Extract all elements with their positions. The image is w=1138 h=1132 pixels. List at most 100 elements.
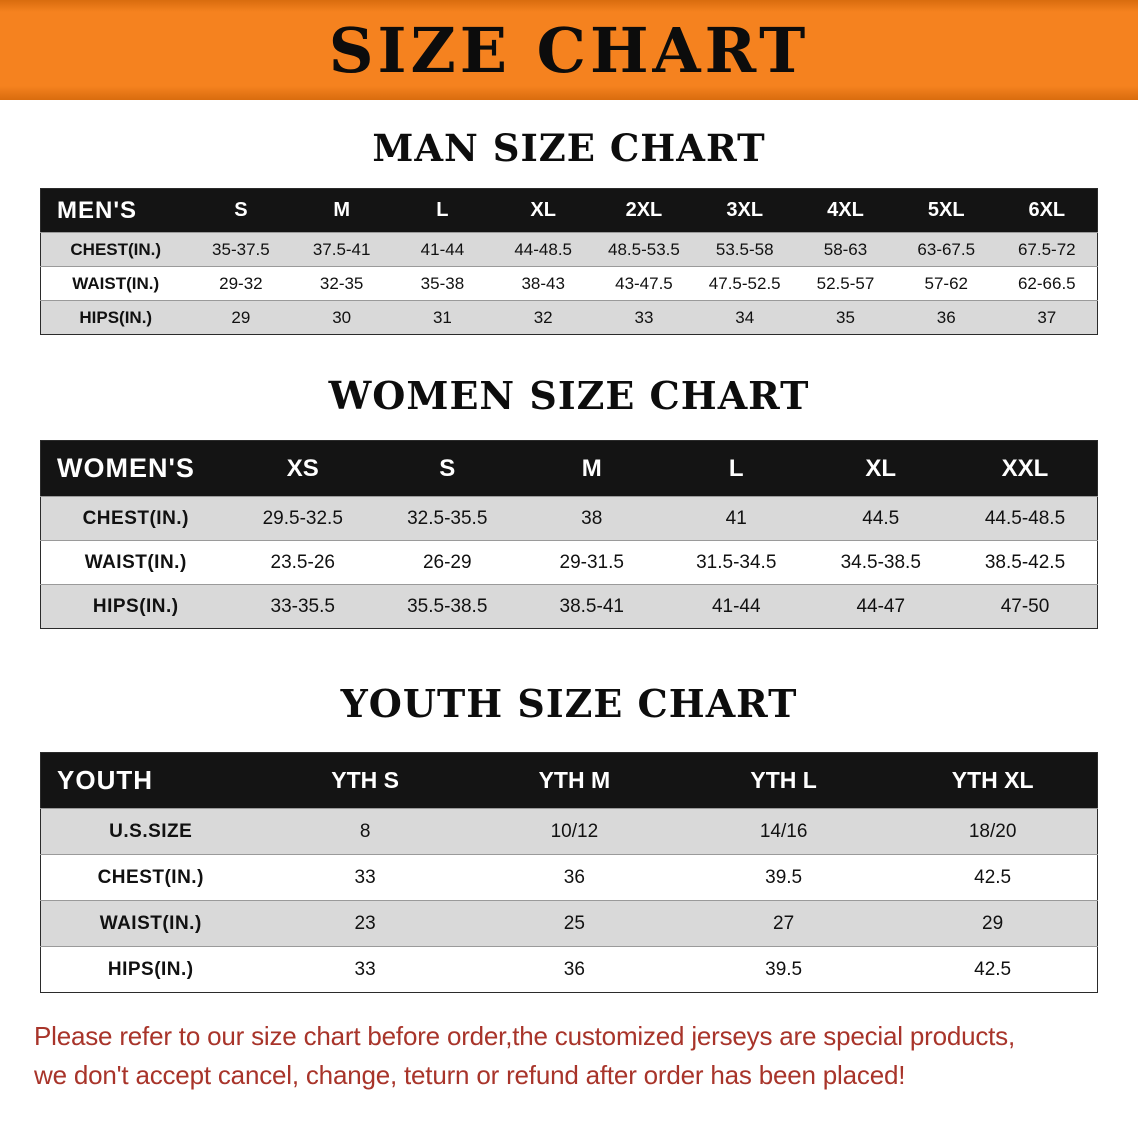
measurement-value: 29.5-32.5 — [230, 496, 375, 541]
women-size-table: WOMEN'S XS S M L XL XXL CHEST(IN.) 29.5-32.5 32.5… — [40, 440, 1098, 629]
measurement-row-label: WAIST(IN.) — [40, 266, 191, 301]
table-header-row: MEN'S S M L XL 2XL 3XL 4XL 5XL 6XL — [40, 188, 1098, 233]
measurement-value: 41 — [664, 496, 809, 541]
size-column-header: YTH L — [679, 752, 889, 809]
size-column-header: XL — [492, 188, 594, 233]
table-row: CHEST(IN.) 35-37.5 37.5-41 41-44 44-48.5 48.5… — [40, 232, 1098, 267]
measurement-row-label: CHEST(IN.) — [40, 854, 261, 901]
measurement-value: 33 — [260, 854, 470, 901]
measurement-value: 35-37.5 — [190, 232, 292, 267]
youth-size-table: YOUTH YTH S YTH M YTH L YTH XL U.S.SIZE 8 10/12… — [40, 752, 1098, 993]
measurement-value: 38-43 — [492, 266, 594, 301]
measurement-value: 35 — [795, 300, 896, 335]
size-column-header: XL — [808, 440, 953, 497]
measurement-value: 67.5-72 — [996, 232, 1098, 267]
measurement-value: 33 — [260, 946, 470, 993]
size-column-header: M — [519, 440, 664, 497]
size-column-header: XS — [230, 440, 375, 497]
measurement-value: 34.5-38.5 — [808, 540, 953, 585]
measurement-row-label: WAIST(IN.) — [40, 900, 261, 947]
measurement-row-label: HIPS(IN.) — [40, 300, 191, 335]
measurement-value: 36 — [895, 300, 997, 335]
disclaimer-line-1: Please refer to our size chart before or… — [34, 1021, 1016, 1051]
measurement-value: 18/20 — [888, 808, 1098, 855]
size-column-header: M — [291, 188, 393, 233]
measurement-value: 32 — [492, 300, 594, 335]
measurement-value: 29 — [190, 300, 292, 335]
size-column-header: 5XL — [895, 188, 997, 233]
size-column-header: 4XL — [795, 188, 896, 233]
measurement-value: 31 — [392, 300, 493, 335]
table-row: CHEST(IN.) 29.5-32.5 32.5-35.5 38 41 44.5 44.5… — [40, 496, 1098, 541]
measurement-value: 37 — [996, 300, 1098, 335]
measurement-value: 52.5-57 — [795, 266, 896, 301]
measurement-value: 27 — [679, 900, 889, 947]
measurement-value: 43-47.5 — [593, 266, 695, 301]
table-row: HIPS(IN.) 33-35.5 35.5-38.5 38.5-41 41-44 44-… — [40, 584, 1098, 629]
banner-title: SIZE CHART — [328, 13, 810, 87]
measurement-value: 48.5-53.5 — [593, 232, 695, 267]
measurement-value: 44.5 — [808, 496, 953, 541]
measurement-value: 34 — [694, 300, 796, 335]
measurement-row-label: WAIST(IN.) — [40, 540, 231, 585]
table-title-cell: YOUTH — [40, 752, 261, 809]
measurement-value: 53.5-58 — [694, 232, 796, 267]
size-chart-banner: SIZE CHART — [0, 0, 1138, 100]
measurement-value: 29 — [888, 900, 1098, 947]
table-row: HIPS(IN.) 33 36 39.5 42.5 — [40, 946, 1098, 993]
youth-section-heading: YOUTH SIZE CHART — [340, 681, 798, 726]
measurement-value: 30 — [291, 300, 393, 335]
women-section-heading: WOMEN SIZE CHART — [328, 373, 810, 418]
disclaimer-line-2: we don't accept cancel, change, teturn o… — [34, 1060, 906, 1090]
measurement-value: 57-62 — [895, 266, 997, 301]
table-row: U.S.SIZE 8 10/12 14/16 18/20 — [40, 808, 1098, 855]
size-column-header: YTH XL — [888, 752, 1098, 809]
size-column-header: XXL — [953, 440, 1098, 497]
disclaimer: Please refer to our size chart before or… — [34, 1017, 1104, 1095]
measurement-value: 42.5 — [888, 946, 1098, 993]
size-column-header: 6XL — [996, 188, 1098, 233]
measurement-value: 39.5 — [679, 946, 889, 993]
measurement-value: 33-35.5 — [230, 584, 375, 629]
table-row: HIPS(IN.) 29 30 31 32 33 34 35 36 37 — [40, 300, 1098, 335]
size-column-header: L — [664, 440, 809, 497]
size-column-header: YTH S — [260, 752, 470, 809]
measurement-row-label: HIPS(IN.) — [40, 584, 231, 629]
measurement-value: 63-67.5 — [895, 232, 997, 267]
men-size-table: MEN'S S M L XL 2XL 3XL 4XL 5XL 6XL CHEST(IN.) 35-37… — [40, 188, 1098, 335]
measurement-value: 44.5-48.5 — [953, 496, 1098, 541]
size-column-header: YTH M — [469, 752, 679, 809]
measurement-row-label: CHEST(IN.) — [40, 496, 231, 541]
measurement-value: 41-44 — [664, 584, 809, 629]
measurement-value: 38.5-41 — [519, 584, 664, 629]
measurement-value: 38.5-42.5 — [953, 540, 1098, 585]
measurement-row-label: CHEST(IN.) — [40, 232, 191, 267]
measurement-value: 58-63 — [795, 232, 896, 267]
table-row: WAIST(IN.) 29-32 32-35 35-38 38-43 43-47.5 47.… — [40, 266, 1098, 301]
measurement-value: 62-66.5 — [996, 266, 1098, 301]
measurement-value: 39.5 — [679, 854, 889, 901]
measurement-value: 23 — [260, 900, 470, 947]
measurement-value: 36 — [469, 854, 679, 901]
measurement-value: 33 — [593, 300, 695, 335]
measurement-value: 14/16 — [679, 808, 889, 855]
measurement-value: 36 — [469, 946, 679, 993]
measurement-row-label: U.S.SIZE — [40, 808, 261, 855]
measurement-value: 44-47 — [808, 584, 953, 629]
measurement-value: 32-35 — [291, 266, 393, 301]
measurement-value: 25 — [469, 900, 679, 947]
measurement-value: 32.5-35.5 — [375, 496, 520, 541]
measurement-value: 10/12 — [469, 808, 679, 855]
table-title-cell: MEN'S — [40, 188, 191, 233]
table-header-row: WOMEN'S XS S M L XL XXL — [40, 440, 1098, 497]
size-column-header: S — [375, 440, 520, 497]
measurement-value: 26-29 — [375, 540, 520, 585]
table-row: WAIST(IN.) 23 25 27 29 — [40, 900, 1098, 947]
measurement-value: 35.5-38.5 — [375, 584, 520, 629]
measurement-row-label: HIPS(IN.) — [40, 946, 261, 993]
table-row: WAIST(IN.) 23.5-26 26-29 29-31.5 31.5-34.5 34… — [40, 540, 1098, 585]
measurement-value: 41-44 — [392, 232, 493, 267]
measurement-value: 23.5-26 — [230, 540, 375, 585]
measurement-value: 35-38 — [392, 266, 493, 301]
measurement-value: 31.5-34.5 — [664, 540, 809, 585]
